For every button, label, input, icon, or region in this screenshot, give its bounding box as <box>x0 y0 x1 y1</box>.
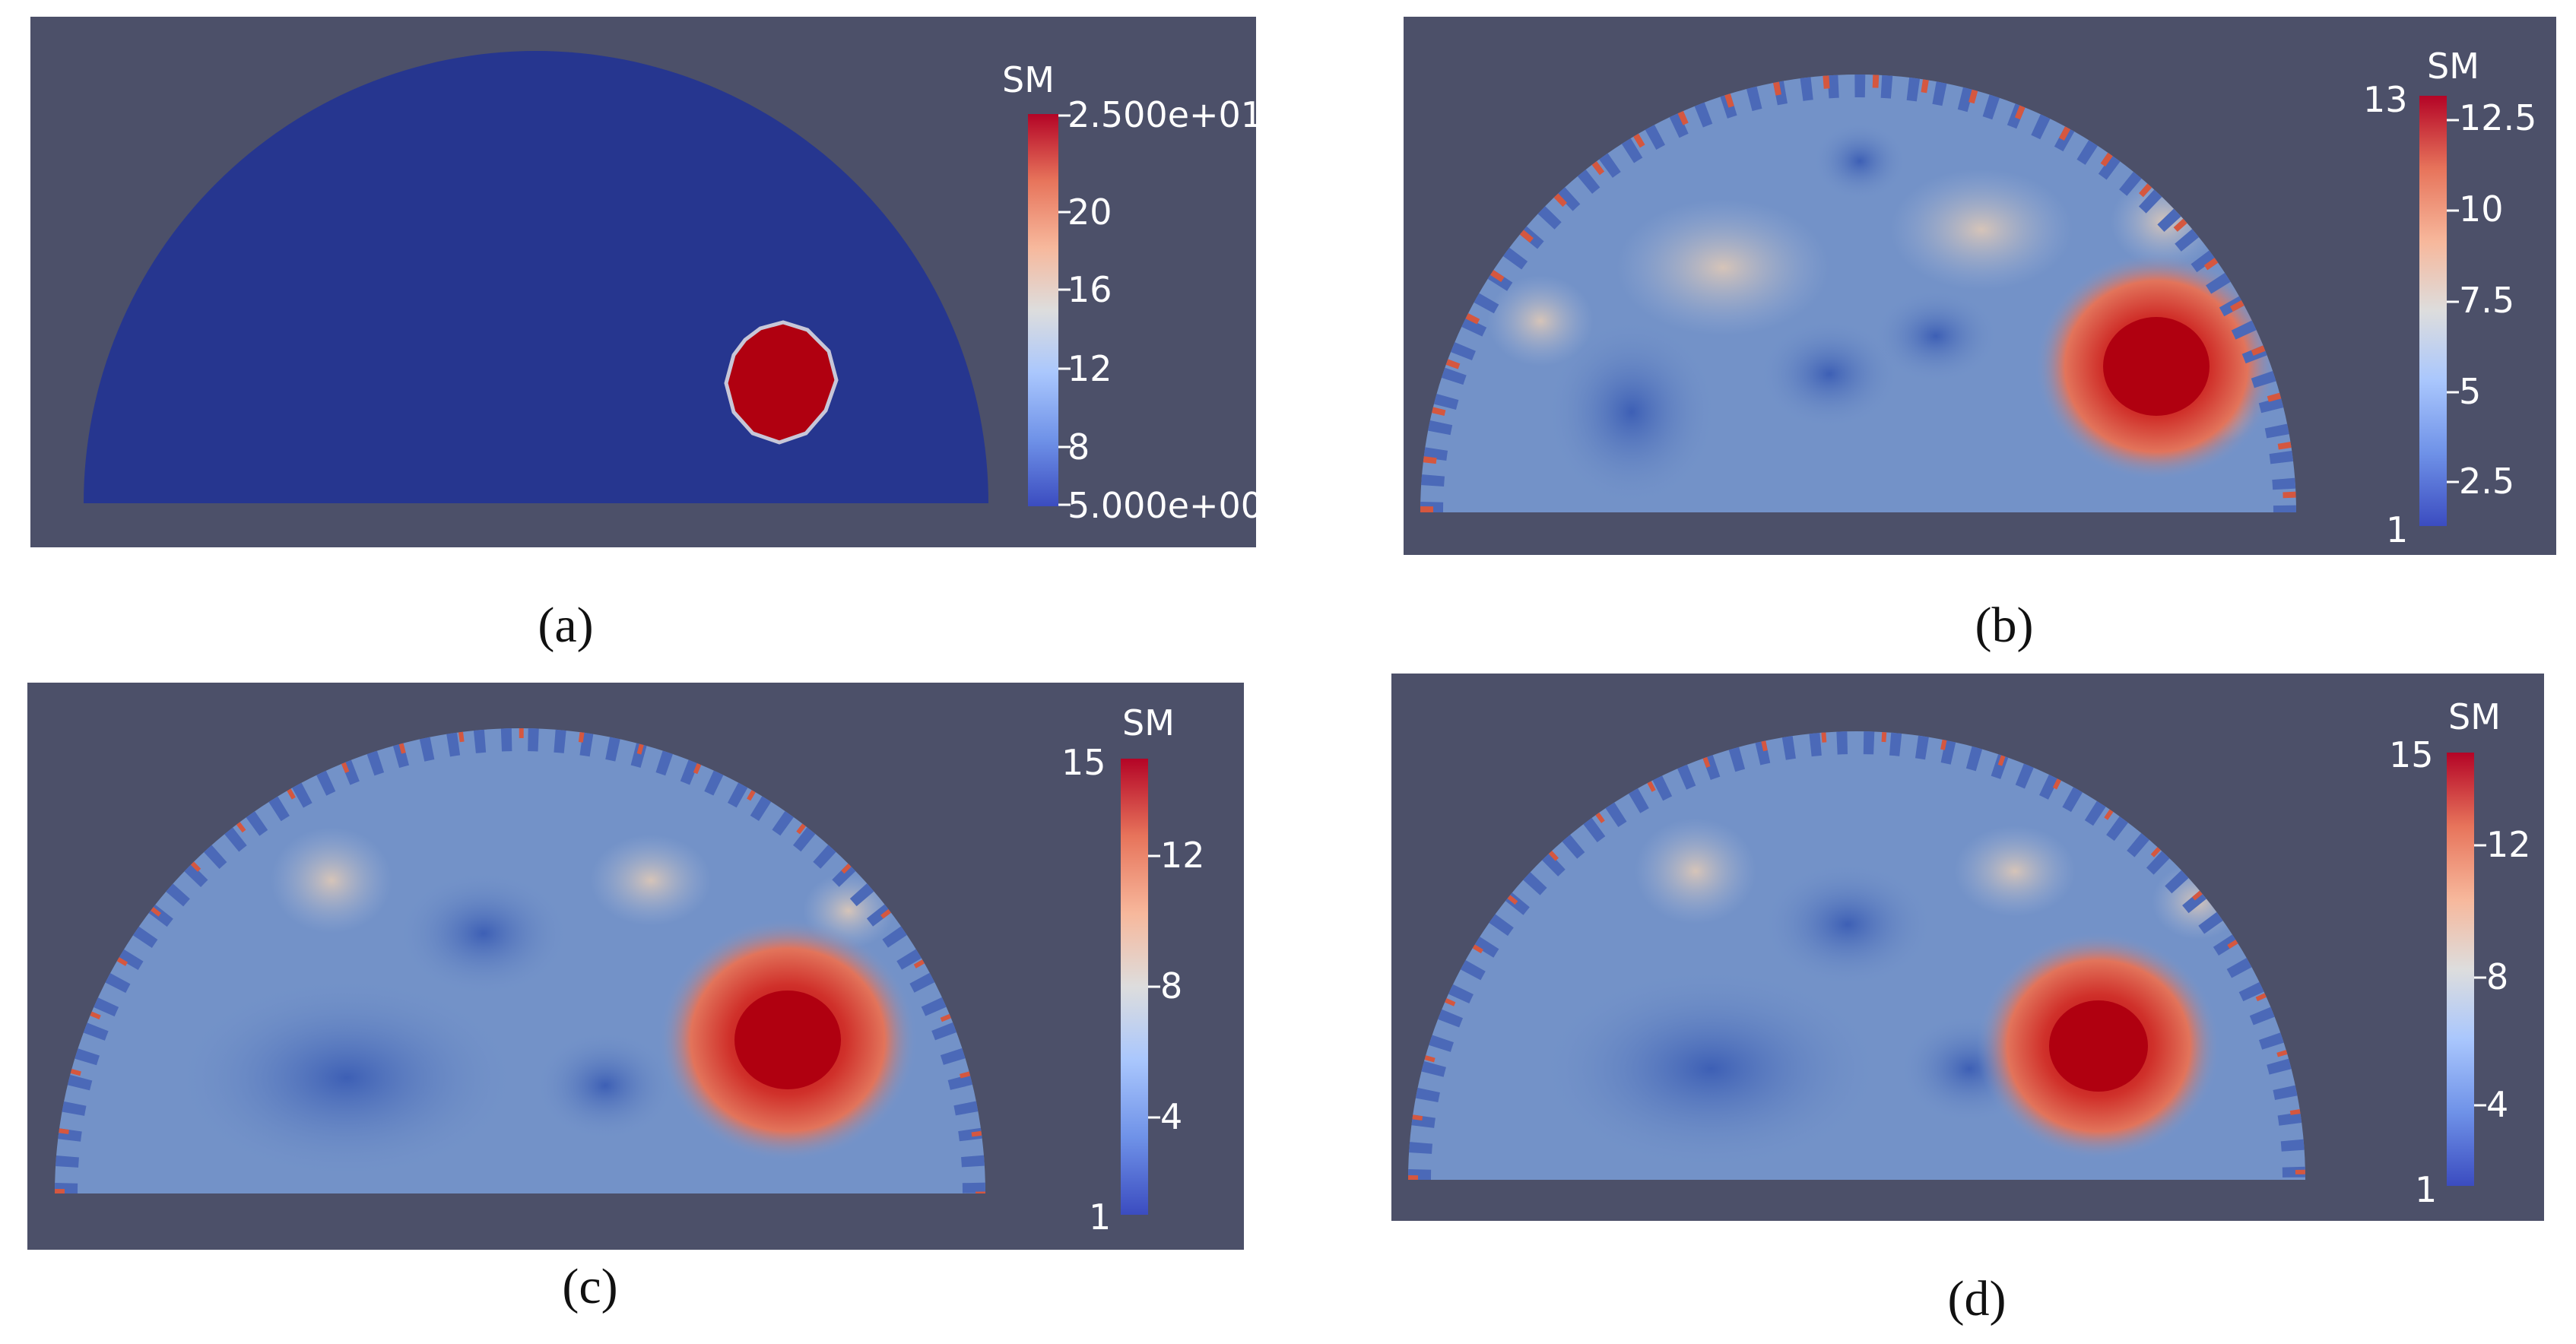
inclusion-a <box>724 320 839 445</box>
colorbar-c-ticks <box>1148 854 1160 1119</box>
colorbar-a-tick-label: 20 <box>1068 192 1112 233</box>
caption-b: (b) <box>1975 598 2034 653</box>
colorbar-c-title: SM <box>1122 702 1175 743</box>
colorbar-d-min-label: 1 <box>2415 1169 2438 1210</box>
colorbar-d-ticks <box>2474 844 2486 1107</box>
colorbar-b-max-label: 13 <box>2363 79 2408 120</box>
panel-a: SM 2.500e+01 20 16 12 8 5.000e+00 <box>30 17 1263 547</box>
colorbar-d-max-label: 15 <box>2389 734 2434 775</box>
colorbar-a-tick-label: 16 <box>1068 269 1112 310</box>
semicircle-domain-a <box>84 51 988 503</box>
colorbar-c <box>1121 759 1148 1215</box>
colorbar-b-tick-label: 12.5 <box>2459 97 2537 138</box>
colorbar-b-tick-label: 5 <box>2459 371 2482 412</box>
colorbar-d <box>2447 753 2474 1186</box>
colorbar-b-min-label: 1 <box>2386 509 2409 550</box>
colorbar-c-tick-label: 12 <box>1160 835 1205 876</box>
colorbar-a-tick-label: 12 <box>1068 348 1112 389</box>
caption-c: (c) <box>562 1259 618 1314</box>
colorbar-a-tick-label: 5.000e+00 <box>1068 485 1264 526</box>
caption-d: (d) <box>1947 1271 2007 1327</box>
colorbar-a-tick-label: 8 <box>1068 426 1090 468</box>
panel-b: SM 13 1 12.5 10 7.5 5 2.5 <box>1404 17 2556 555</box>
panel-d-field <box>1408 731 2486 1186</box>
colorbar-a-title: SM <box>1002 59 1055 100</box>
colorbar-a-ticks <box>1058 114 1071 506</box>
colorbar-c-max-label: 15 <box>1061 742 1106 783</box>
colorbar-d-title: SM <box>2448 696 2501 737</box>
colorbar-b-ticks <box>2447 119 2459 483</box>
caption-a: (a) <box>538 598 594 653</box>
colorbar-a-tick-label: 2.500e+01 <box>1068 94 1264 135</box>
colorbar-b <box>2419 96 2447 526</box>
colorbar-c-tick-label: 8 <box>1160 965 1183 1006</box>
colorbar-d-tick-label: 4 <box>2486 1084 2509 1125</box>
colorbar-b-tick-label: 10 <box>2459 189 2504 230</box>
panel-a-field <box>84 51 1071 506</box>
colorbar-d-tick-label: 8 <box>2486 956 2509 997</box>
panel-c: SM 15 1 12 8 4 <box>27 683 1244 1250</box>
panel-c-field <box>55 728 1160 1215</box>
panel-b-field <box>1420 74 2459 526</box>
colorbar-d-tick-label: 12 <box>2486 824 2531 865</box>
colorbar-c-min-label: 1 <box>1089 1197 1112 1238</box>
colorbar-b-title: SM <box>2427 46 2479 87</box>
colorbar-b-tick-label: 2.5 <box>2459 461 2515 502</box>
colorbar-b-tick-label: 7.5 <box>2459 280 2515 321</box>
panel-d: SM 15 1 12 8 4 <box>1391 674 2544 1221</box>
colorbar-a <box>1028 114 1058 506</box>
colorbar-c-tick-label: 4 <box>1160 1096 1183 1137</box>
